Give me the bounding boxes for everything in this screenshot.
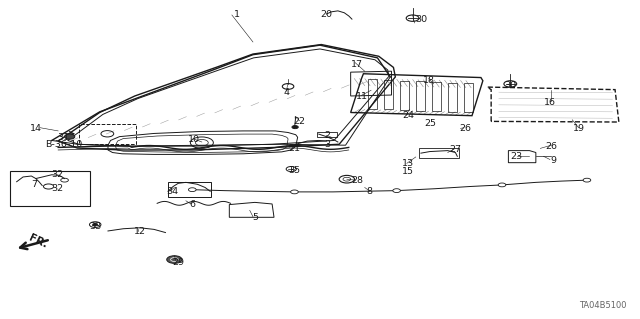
Text: 29: 29 bbox=[172, 258, 184, 267]
Text: 34: 34 bbox=[166, 187, 178, 197]
Text: 1: 1 bbox=[234, 10, 240, 19]
Text: B-36-10: B-36-10 bbox=[45, 140, 82, 149]
Bar bbox=[79, 124, 136, 144]
Text: 6: 6 bbox=[189, 200, 195, 209]
Text: 9: 9 bbox=[550, 156, 556, 165]
Text: 20: 20 bbox=[321, 10, 332, 19]
Text: 26: 26 bbox=[460, 124, 472, 133]
Circle shape bbox=[498, 183, 506, 187]
Bar bbox=[317, 131, 337, 137]
Text: 24: 24 bbox=[402, 111, 414, 120]
Text: 14: 14 bbox=[30, 124, 42, 133]
Bar bbox=[168, 182, 211, 197]
Text: 22: 22 bbox=[294, 117, 305, 126]
Bar bbox=[400, 81, 410, 110]
Circle shape bbox=[188, 188, 196, 192]
Text: 23: 23 bbox=[511, 152, 523, 161]
Text: 25: 25 bbox=[424, 119, 436, 129]
Text: 2: 2 bbox=[324, 131, 331, 140]
Circle shape bbox=[393, 189, 401, 193]
Text: TA04B5100: TA04B5100 bbox=[579, 301, 627, 310]
Text: 28: 28 bbox=[351, 176, 363, 185]
Bar bbox=[448, 83, 458, 112]
Text: 35: 35 bbox=[289, 166, 301, 175]
Text: 33: 33 bbox=[89, 222, 101, 231]
Text: 19: 19 bbox=[573, 124, 584, 133]
Text: 18: 18 bbox=[422, 76, 435, 85]
Text: FR.: FR. bbox=[27, 233, 49, 250]
Text: 32: 32 bbox=[51, 184, 63, 193]
Bar bbox=[419, 148, 459, 158]
Text: 21: 21 bbox=[289, 144, 300, 153]
Text: 26: 26 bbox=[545, 142, 557, 151]
Text: 5: 5 bbox=[252, 213, 258, 222]
Text: 3: 3 bbox=[324, 140, 331, 149]
Text: 10: 10 bbox=[188, 135, 200, 144]
Bar bbox=[384, 80, 394, 109]
Text: 13: 13 bbox=[402, 160, 414, 168]
Bar bbox=[368, 79, 378, 109]
Circle shape bbox=[292, 125, 298, 129]
Text: 27: 27 bbox=[449, 145, 461, 154]
Circle shape bbox=[93, 223, 98, 226]
Text: 4: 4 bbox=[283, 88, 289, 97]
Bar bbox=[464, 83, 473, 113]
Text: 8: 8 bbox=[367, 187, 373, 197]
Text: 32: 32 bbox=[51, 170, 63, 179]
Text: 31: 31 bbox=[57, 133, 69, 142]
Bar bbox=[10, 171, 90, 205]
Text: 17: 17 bbox=[351, 60, 363, 69]
Text: 16: 16 bbox=[544, 98, 556, 107]
Bar bbox=[416, 81, 426, 111]
Circle shape bbox=[65, 134, 75, 139]
Text: 11: 11 bbox=[355, 92, 367, 101]
Bar bbox=[432, 82, 442, 111]
Circle shape bbox=[583, 178, 591, 182]
Text: 30: 30 bbox=[415, 15, 427, 24]
Circle shape bbox=[167, 256, 182, 263]
Text: 15: 15 bbox=[402, 167, 414, 176]
Circle shape bbox=[291, 190, 298, 194]
Text: 12: 12 bbox=[134, 227, 146, 236]
Text: 7: 7 bbox=[31, 181, 37, 189]
Text: 30: 30 bbox=[504, 81, 516, 90]
